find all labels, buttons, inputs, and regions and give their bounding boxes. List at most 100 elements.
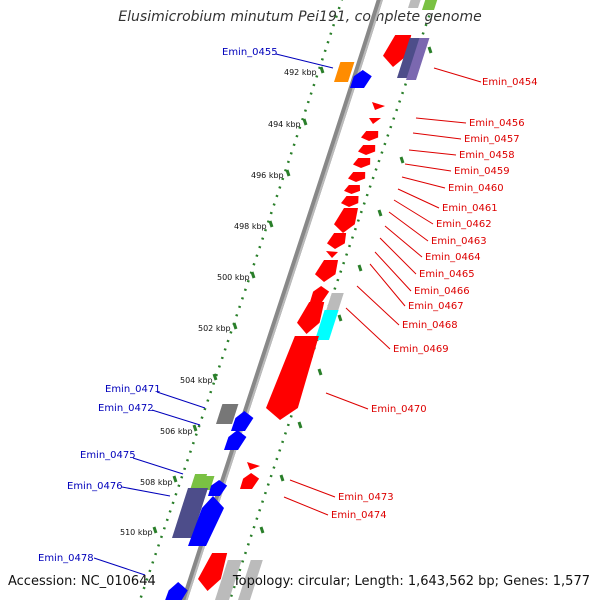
- gene-label-left[interactable]: Emin_0476: [67, 481, 123, 492]
- genome-summary-text: Topology: circular; Length: 1,643,562 bp…: [232, 574, 590, 589]
- scale-tick: [192, 424, 198, 432]
- gene-feature: [297, 302, 325, 334]
- gene-feature: [327, 233, 347, 249]
- gene-label-right[interactable]: Emin_0459: [454, 166, 510, 177]
- gene-label-right[interactable]: Emin_0454: [482, 77, 538, 88]
- callout-line: [151, 409, 201, 426]
- scale-tick-minor: [377, 209, 383, 217]
- gene-label-left[interactable]: Emin_0478: [38, 553, 94, 564]
- gene-feature: [266, 336, 319, 420]
- scale-tick: [172, 475, 178, 483]
- gene-label-right[interactable]: Emin_0460: [448, 183, 504, 194]
- callout-line: [93, 557, 146, 576]
- callout-line: [132, 457, 184, 475]
- gene-feature: [350, 70, 372, 88]
- callout-line: [345, 307, 391, 350]
- gene-label-left[interactable]: Emin_0475: [80, 450, 136, 461]
- gene-feature: [240, 473, 260, 489]
- gene-feature: [315, 310, 339, 340]
- callout-line: [356, 285, 400, 326]
- gene-label-right[interactable]: Emin_0474: [331, 510, 387, 521]
- gene-label-left[interactable]: Emin_0455: [222, 47, 278, 58]
- gene-feature: [372, 102, 385, 110]
- tick-label: 500 kbp: [217, 273, 250, 282]
- gene-label-right[interactable]: Emin_0469: [393, 344, 449, 355]
- gene-feature: [326, 251, 338, 258]
- gene-features: [165, 0, 438, 600]
- callout-line: [401, 176, 446, 189]
- gene-feature: [172, 488, 208, 538]
- gene-label-right[interactable]: Emin_0473: [338, 492, 394, 503]
- callout-line: [388, 211, 429, 242]
- gene-feature: [231, 411, 254, 431]
- callout-line: [412, 132, 462, 140]
- scale-tick: [152, 526, 158, 534]
- callout-line: [374, 251, 412, 292]
- scale-tick: [302, 118, 308, 126]
- callout-line: [369, 263, 406, 307]
- gene-label-right[interactable]: Emin_0456: [469, 118, 525, 129]
- scale-tick-minor: [427, 46, 433, 54]
- gene-feature: [208, 480, 228, 496]
- tick-label: 508 kbp: [140, 478, 173, 487]
- scale-tick: [250, 271, 256, 279]
- gene-feature: [353, 158, 371, 168]
- gene-label-right[interactable]: Emin_0462: [436, 219, 492, 230]
- accession-text: Accession: NC_010644: [8, 574, 156, 589]
- gene-feature: [334, 62, 355, 82]
- tick-label: 502 kbp: [198, 324, 231, 333]
- label-callouts: [93, 53, 482, 576]
- gene-label-right[interactable]: Emin_0463: [431, 236, 487, 247]
- scale-tick-minor: [357, 264, 363, 272]
- callout-line: [433, 67, 482, 83]
- gene-feature: [341, 196, 359, 207]
- scale-tick-minor: [399, 156, 405, 164]
- gene-feature: [344, 185, 361, 194]
- tick-label: 510 kbp: [120, 528, 153, 537]
- gene-label-right[interactable]: Emin_0464: [425, 252, 481, 263]
- gene-feature: [188, 496, 224, 546]
- gene-feature: [315, 260, 339, 282]
- scale-tick-minor: [297, 421, 303, 429]
- callout-line: [379, 237, 417, 275]
- gene-label-right[interactable]: Emin_0457: [464, 134, 520, 145]
- gene-feature: [422, 0, 438, 10]
- gene-feature: [216, 404, 239, 424]
- callout-line: [397, 188, 440, 209]
- page-title: Elusimicrobium minutum Pei191, complete …: [118, 9, 482, 25]
- callout-line: [156, 391, 206, 409]
- scale-tick: [232, 322, 238, 330]
- gene-label-right[interactable]: Emin_0465: [419, 269, 475, 280]
- gene-label-right[interactable]: Emin_0458: [459, 150, 515, 161]
- gene-feature: [310, 286, 330, 302]
- gene-label-left[interactable]: Emin_0472: [98, 403, 154, 414]
- gene-feature: [238, 560, 263, 600]
- scale-ring-outer: [138, 0, 344, 600]
- scale-tick: [268, 220, 274, 228]
- tick-label: 494 kbp: [268, 120, 301, 129]
- gene-label-right[interactable]: Emin_0468: [402, 320, 458, 331]
- scale-tick: [319, 66, 325, 74]
- tick-label: 504 kbp: [180, 376, 213, 385]
- gene-feature: [215, 560, 242, 600]
- scale-tick: [212, 373, 218, 381]
- gene-label-right[interactable]: Emin_0461: [442, 203, 498, 214]
- gene-feature: [348, 172, 366, 182]
- gene-label-left[interactable]: Emin_0471: [105, 384, 161, 395]
- gene-feature: [408, 0, 421, 8]
- gene-feature: [383, 35, 412, 67]
- gene-label-right[interactable]: Emin_0470: [371, 404, 427, 415]
- callout-line: [283, 496, 329, 516]
- scale-tick-minor: [317, 368, 323, 376]
- gene-feature: [406, 38, 430, 80]
- gene-feature: [326, 293, 344, 311]
- gene-feature: [334, 208, 358, 233]
- callout-line: [404, 163, 452, 172]
- gene-feature: [198, 553, 228, 591]
- callout-line: [384, 225, 423, 258]
- gene-label-right[interactable]: Emin_0466: [414, 286, 470, 297]
- callout-line: [393, 199, 434, 225]
- tick-label: 506 kbp: [160, 427, 193, 436]
- scale-tick: [285, 169, 291, 177]
- gene-label-right[interactable]: Emin_0467: [408, 301, 464, 312]
